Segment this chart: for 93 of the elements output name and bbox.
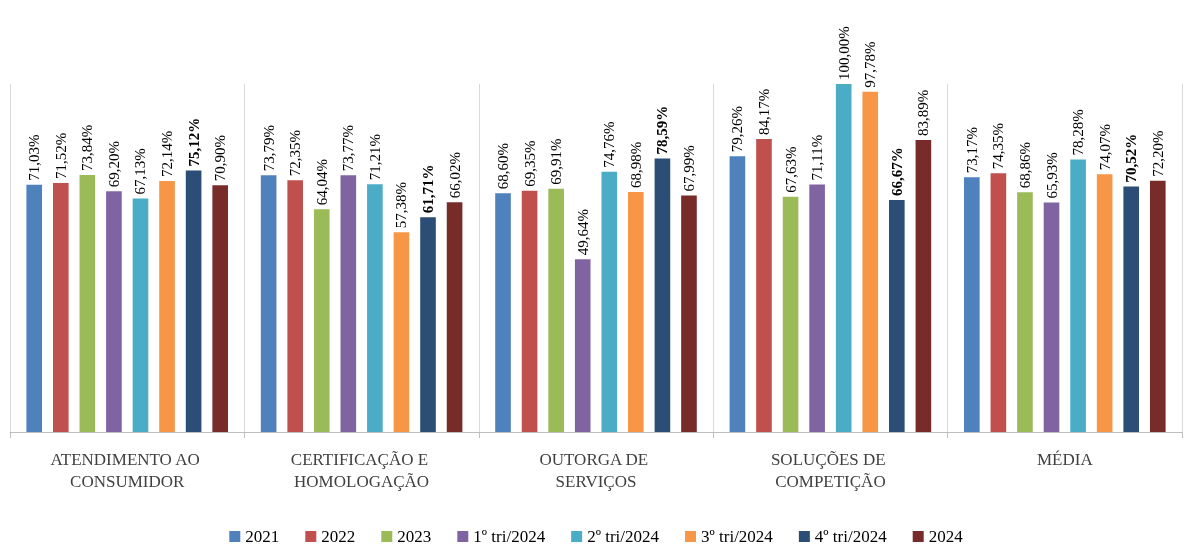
legend-label: 4º tri/2024 <box>814 527 888 546</box>
bar <box>340 175 357 432</box>
data-label: 72,14% <box>159 130 176 177</box>
data-label: 67,99% <box>680 145 697 192</box>
data-label: 74,35% <box>990 123 1007 170</box>
bar <box>654 158 671 432</box>
bar <box>889 199 905 432</box>
data-label: 69,20% <box>105 140 122 188</box>
data-label: 67,13% <box>132 148 149 195</box>
bar <box>1096 174 1113 432</box>
data-label: 68,86% <box>1016 142 1033 189</box>
legend-label: 2021 <box>245 527 280 546</box>
legend-label: 2024 <box>928 527 964 546</box>
bar <box>729 156 746 432</box>
data-label: 100,00% <box>835 26 852 80</box>
data-label: 73,77% <box>340 125 357 172</box>
data-label: 79,26% <box>729 105 746 153</box>
bar <box>1017 192 1033 432</box>
data-label: 74,07% <box>1096 123 1113 171</box>
data-label: 72,20% <box>1149 130 1166 177</box>
bar <box>52 183 69 432</box>
bar <box>601 171 618 432</box>
data-label: 72,35% <box>287 129 304 177</box>
data-label: 70,90% <box>212 135 229 182</box>
data-label: 68,60% <box>495 143 512 190</box>
legend-label: 2º tri/2024 <box>587 527 660 546</box>
data-label: 73,17% <box>963 127 980 174</box>
bar <box>313 209 330 432</box>
data-label: 64,04% <box>313 158 330 206</box>
bar <box>212 185 228 432</box>
bar <box>1070 159 1086 432</box>
data-label: 71,03% <box>26 134 43 181</box>
bar <box>446 202 463 432</box>
x-tick-label: OUTORGA DE SERVIÇOS <box>539 449 653 491</box>
bar <box>782 196 799 432</box>
data-label: 73,79% <box>260 124 277 172</box>
data-label: 78,28% <box>1070 109 1087 156</box>
data-label: 74,76% <box>601 121 618 168</box>
bar <box>964 177 980 432</box>
bar <box>574 259 591 432</box>
data-label: 70,52% <box>1123 133 1140 183</box>
x-tick-label: ATENDIMENTO AO CONSUMIDOR <box>50 449 205 491</box>
bar <box>548 188 564 432</box>
data-label: 83,89% <box>915 89 932 137</box>
bar <box>79 175 96 432</box>
bar <box>132 198 149 432</box>
bar <box>681 195 697 432</box>
data-label: 68,98% <box>627 141 644 188</box>
bar <box>1149 180 1166 432</box>
legend-label: 3º tri/2024 <box>701 527 774 546</box>
data-label: 71,52% <box>52 132 69 180</box>
data-label: 73,84% <box>79 124 96 172</box>
bar <box>809 184 825 432</box>
data-label: 65,93% <box>1043 152 1060 199</box>
data-label: 78,59% <box>654 105 671 155</box>
bar <box>26 184 43 432</box>
bar <box>367 184 383 432</box>
data-label: 69,35% <box>521 140 538 187</box>
x-tick-label: SOLUÇÕES DE COMPETIÇÃO <box>770 449 890 491</box>
data-label: 84,17% <box>755 88 772 136</box>
data-label: 67,63% <box>782 146 799 193</box>
data-label: 49,64% <box>574 209 591 256</box>
bar <box>990 173 1007 432</box>
bar <box>159 180 175 432</box>
bar <box>393 232 410 432</box>
legend-label: 2023 <box>397 527 432 546</box>
bar <box>185 170 202 432</box>
data-label: 66,02% <box>446 152 463 199</box>
bar <box>756 139 772 432</box>
data-label: 61,71% <box>420 164 437 214</box>
data-label: 57,38% <box>393 182 410 229</box>
data-label: 75,12% <box>185 117 202 167</box>
bar <box>915 140 932 432</box>
x-tick-label: MÉDIA <box>1036 449 1094 469</box>
data-label: 69,91% <box>548 138 565 185</box>
bar <box>260 175 277 432</box>
x-tick-label: CERTIFICAÇÃO E HOMOLOGAÇÃO <box>290 449 433 491</box>
bar <box>1043 202 1060 432</box>
bar <box>420 217 436 432</box>
data-label: 66,67% <box>888 147 905 196</box>
bar <box>521 190 538 432</box>
bar <box>862 91 879 432</box>
bar <box>628 191 644 432</box>
bar <box>106 191 122 432</box>
legend-label: 2022 <box>321 527 356 546</box>
bar <box>835 84 852 432</box>
bar <box>287 180 303 432</box>
bar <box>495 193 511 432</box>
data-label: 97,78% <box>862 41 879 88</box>
bar <box>1123 186 1140 432</box>
legend-label: 1º tri/2024 <box>473 527 546 546</box>
data-label: 71,11% <box>809 134 826 181</box>
data-label: 71,21% <box>366 133 383 181</box>
